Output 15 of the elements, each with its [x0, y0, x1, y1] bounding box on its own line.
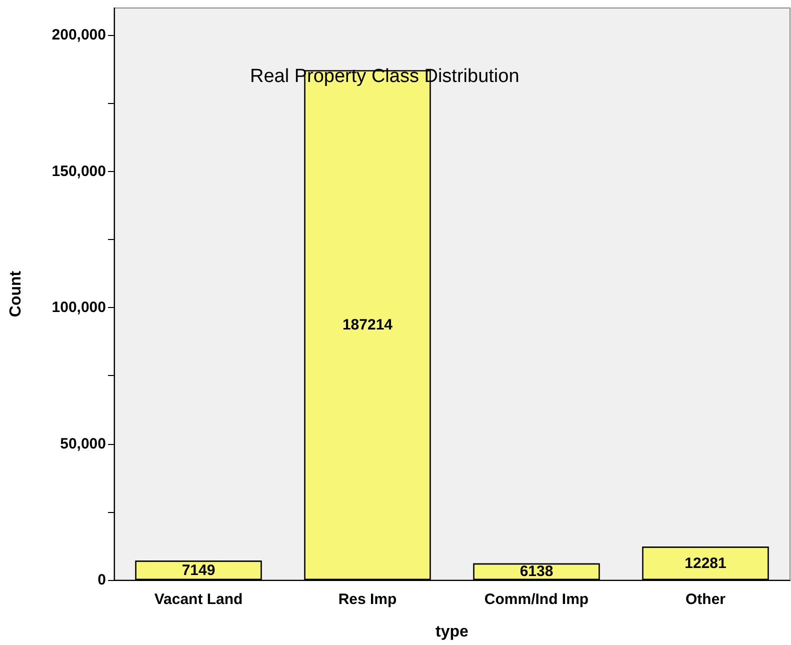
y-axis-title: Count: [8, 270, 24, 318]
x-tick-label: Other: [685, 591, 726, 608]
x-tick-label: Res Imp: [338, 591, 397, 608]
y-tick-label: 50,000: [60, 435, 106, 452]
x-axis-title: type: [436, 624, 469, 640]
y-tick-label: 200,000: [52, 26, 106, 44]
x-tick-label: Comm/Ind Imp: [484, 591, 589, 608]
y-tick-label: 0: [98, 572, 106, 588]
data-label: 7149: [182, 562, 216, 579]
data-label: 6138: [520, 563, 554, 580]
y-tick-label: 100,000: [52, 299, 106, 316]
y-tick-label: 150,000: [52, 162, 106, 180]
data-label: 12281: [684, 554, 726, 572]
data-label: 187214: [342, 316, 394, 334]
x-tick-label: Vacant Land: [154, 591, 243, 608]
